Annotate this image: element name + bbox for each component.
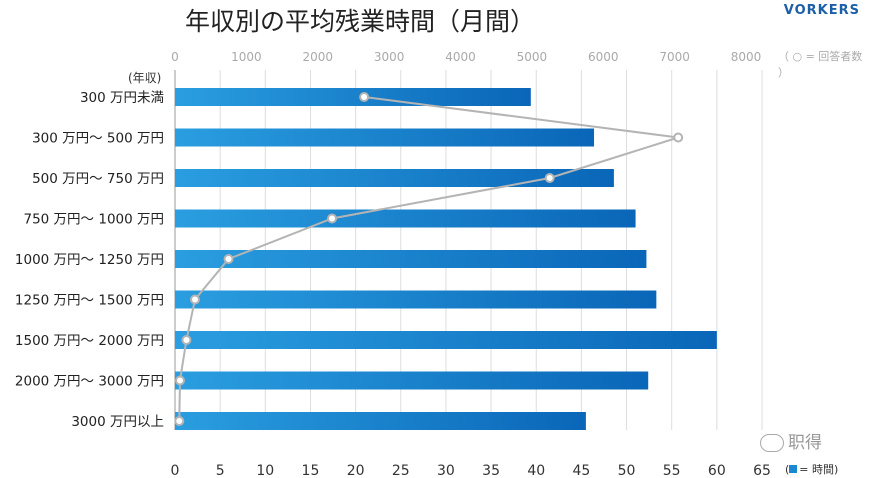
category-label: 1250 万円〜 1500 万円	[15, 293, 164, 309]
respondents-point	[189, 294, 200, 305]
brand-logo: VORKERS	[783, 3, 860, 18]
bar	[175, 412, 586, 430]
bar	[175, 371, 649, 390]
category-label: 3000 万円以上	[71, 414, 164, 430]
x-bottom-tick-label: 10	[256, 463, 274, 478]
x-bottom-tick-label: 20	[347, 463, 365, 478]
bar	[175, 88, 531, 106]
legend-swatch	[789, 465, 798, 473]
respondents-point	[174, 375, 185, 386]
category-label: 2000 万円〜 3000 万円	[15, 374, 164, 390]
x-bottom-tick-label: 55	[663, 463, 681, 478]
category-label: 1000 万円〜 1250 万円	[15, 252, 164, 268]
respondents-point	[181, 335, 192, 345]
x-bottom-tick-label: 45	[572, 463, 590, 478]
category-label: 500 万円〜 750 万円	[32, 171, 164, 187]
watermark-text: 职得	[788, 433, 822, 453]
legend-hours: (= 時間)	[785, 463, 839, 476]
category-label: 750 万円〜 1000 万円	[24, 212, 165, 228]
y-axis-header: (年収)	[128, 71, 162, 85]
x-top-tick-label: 5000	[517, 50, 548, 64]
x-bottom-tick-label: 50	[618, 463, 636, 478]
x-bottom-tick-label: 5	[216, 463, 225, 478]
chat-icon	[760, 434, 784, 452]
bar	[175, 290, 657, 309]
chart-title: 年収別の平均残業時間（月間）	[184, 7, 535, 36]
legend-hours-label: = 時間	[799, 463, 835, 476]
x-top-tick-label: 3000	[374, 50, 405, 64]
x-top-tick-label: 1000	[231, 50, 262, 64]
x-bottom-tick-label: 0	[171, 463, 180, 478]
respondents-point	[223, 254, 234, 264]
bar	[175, 209, 636, 228]
x-top-tick-label: 2000	[302, 50, 333, 64]
x-top-tick-label: 8000	[731, 50, 762, 64]
x-bottom-tick-label: 60	[708, 463, 726, 478]
x-top-tick-label: 4000	[445, 50, 476, 64]
watermark: 职得	[760, 428, 822, 453]
respondents-point	[174, 416, 185, 426]
category-label: 300 万円〜 500 万円	[32, 131, 164, 147]
category-label: 1500 万円〜 2000 万円	[15, 333, 164, 349]
legend-respondents: （ ○ = 回答者数 ）	[778, 50, 863, 79]
x-bottom-tick-label: 40	[527, 463, 545, 478]
x-bottom-tick-label: 15	[302, 463, 320, 478]
x-bottom-tick-label: 65	[753, 463, 771, 478]
x-top-tick-label: 0	[171, 50, 179, 64]
respondents-point	[544, 173, 555, 183]
bar	[175, 128, 595, 147]
x-bottom-tick-label: 30	[437, 463, 455, 478]
x-top-tick-label: 6000	[588, 50, 619, 64]
respondents-point	[359, 92, 370, 102]
respondents-point	[327, 213, 338, 224]
x-bottom-tick-label: 35	[482, 463, 500, 478]
x-top-tick-label: 7000	[659, 50, 690, 64]
bar	[175, 250, 647, 268]
bar	[175, 169, 614, 187]
respondents-point	[673, 132, 684, 143]
bar	[175, 331, 717, 349]
category-label: 300 万円未満	[80, 90, 164, 106]
x-bottom-tick-label: 25	[392, 463, 410, 478]
